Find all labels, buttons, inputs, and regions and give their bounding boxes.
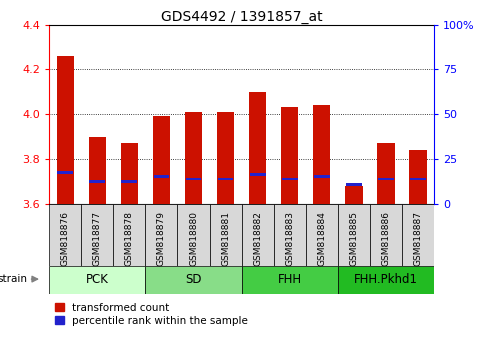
Bar xyxy=(153,175,170,178)
Bar xyxy=(338,266,434,294)
Text: GSM818878: GSM818878 xyxy=(125,211,134,266)
Text: GSM818887: GSM818887 xyxy=(413,211,423,266)
Text: FHH: FHH xyxy=(278,273,302,286)
Text: GSM818880: GSM818880 xyxy=(189,211,198,266)
Bar xyxy=(242,266,338,294)
Bar xyxy=(177,204,210,266)
Bar xyxy=(306,204,338,266)
Text: GSM818879: GSM818879 xyxy=(157,211,166,266)
Bar xyxy=(185,178,202,180)
Text: GSM818886: GSM818886 xyxy=(381,211,390,266)
Bar xyxy=(49,266,145,294)
Bar xyxy=(121,180,138,183)
Text: FHH.Pkhd1: FHH.Pkhd1 xyxy=(354,273,418,286)
Text: GSM818881: GSM818881 xyxy=(221,211,230,266)
Text: GSM818877: GSM818877 xyxy=(93,211,102,266)
Text: SD: SD xyxy=(185,273,202,286)
Text: GSM818876: GSM818876 xyxy=(61,211,70,266)
Bar xyxy=(185,112,202,204)
Legend: transformed count, percentile rank within the sample: transformed count, percentile rank withi… xyxy=(55,303,248,326)
Bar xyxy=(249,92,266,204)
Bar xyxy=(313,105,330,204)
Bar xyxy=(57,171,73,173)
Bar xyxy=(338,204,370,266)
Bar xyxy=(409,150,426,204)
Bar xyxy=(378,178,394,180)
Bar xyxy=(370,204,402,266)
Text: GSM818883: GSM818883 xyxy=(285,211,294,266)
Bar xyxy=(217,178,234,180)
Bar xyxy=(89,180,106,183)
Title: GDS4492 / 1391857_at: GDS4492 / 1391857_at xyxy=(161,10,322,24)
Text: GSM818885: GSM818885 xyxy=(349,211,358,266)
Bar xyxy=(145,266,242,294)
Bar xyxy=(314,175,330,178)
Bar xyxy=(410,178,426,180)
Bar xyxy=(345,185,362,204)
Bar xyxy=(377,143,394,204)
Bar xyxy=(249,173,266,176)
Bar xyxy=(153,116,170,204)
Bar xyxy=(145,204,177,266)
Bar xyxy=(57,56,74,204)
Bar xyxy=(210,204,242,266)
Bar xyxy=(282,178,298,180)
Bar xyxy=(113,204,145,266)
Bar xyxy=(217,112,234,204)
Bar xyxy=(49,204,81,266)
Bar xyxy=(346,183,362,186)
Text: PCK: PCK xyxy=(86,273,109,286)
Text: GSM818882: GSM818882 xyxy=(253,211,262,266)
Bar xyxy=(89,137,106,204)
Bar xyxy=(81,204,113,266)
Bar xyxy=(121,143,138,204)
Bar xyxy=(281,108,298,204)
Text: strain: strain xyxy=(0,274,27,284)
Bar xyxy=(402,204,434,266)
Text: GSM818884: GSM818884 xyxy=(317,211,326,266)
Bar xyxy=(274,204,306,266)
Bar xyxy=(242,204,274,266)
